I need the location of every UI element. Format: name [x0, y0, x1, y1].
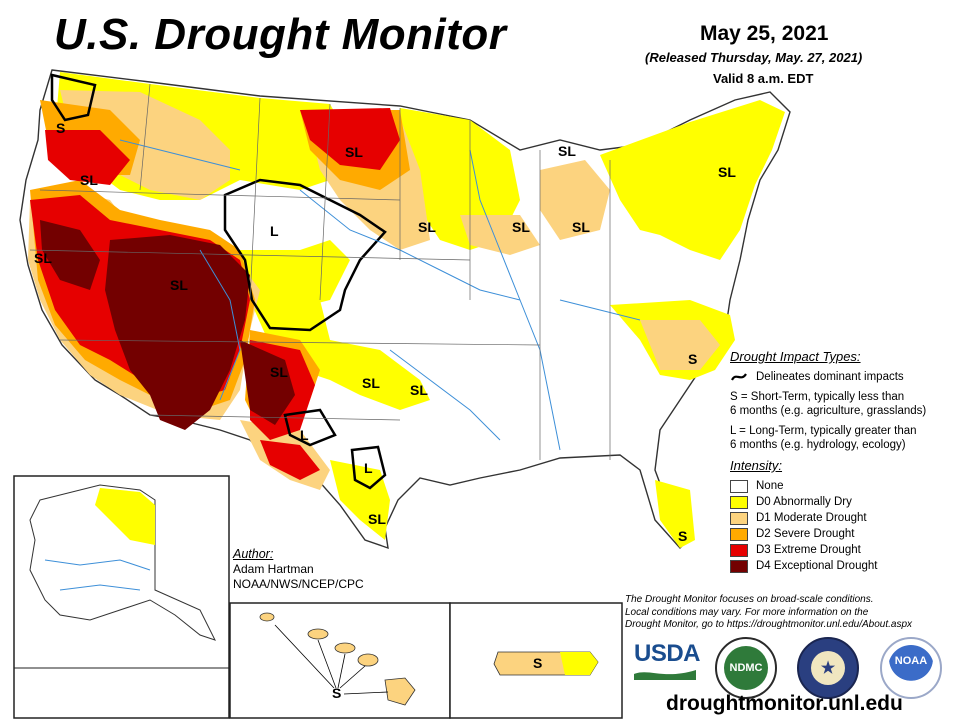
legend-long-term: L = Long-Term, typically greater than 6 …	[730, 425, 917, 451]
footer-url-link[interactable]: droughtmonitor.unl.edu	[666, 692, 903, 715]
eagle-seal-icon: ★	[811, 651, 845, 685]
intensity-row: None	[730, 479, 955, 493]
label-sl-ca: SL	[34, 250, 52, 266]
label-sl-nv: SL	[170, 277, 188, 293]
intensity-swatch	[730, 559, 748, 573]
alaska-d0	[95, 488, 155, 545]
author-org: NOAA/NWS/NCEP/CPC	[233, 577, 364, 591]
page-title: U.S. Drought Monitor	[54, 10, 507, 59]
label-l-tx-w: L	[300, 427, 309, 443]
author-block: Author: Adam Hartman NOAA/NWS/NCEP/CPC	[233, 547, 364, 592]
legend: Drought Impact Types: Delineates dominan…	[730, 349, 955, 575]
label-sl-or: SL	[80, 172, 98, 188]
label-s-wa: S	[56, 120, 65, 136]
impact-boundary-tx-w	[283, 408, 337, 447]
intensity-row: D1 Moderate Drought	[730, 511, 955, 525]
legend-short-term: S = Short-Term, typically less than 6 mo…	[730, 391, 927, 417]
intensity-label: D2 Severe Drought	[756, 528, 855, 540]
hawaii-islands	[259, 612, 416, 706]
label-s-hi: S	[332, 685, 341, 701]
author-name: Adam Hartman	[233, 562, 314, 576]
valid-time: Valid 8 a.m. EDT	[713, 71, 814, 86]
label-sl-ok: SL	[362, 375, 380, 391]
intensity-swatch	[730, 511, 748, 525]
rivers	[119, 139, 641, 451]
release-date: (Released Thursday, May. 27, 2021)	[645, 50, 863, 65]
label-sl-wi: SL	[512, 219, 530, 235]
label-l-wy: L	[270, 223, 279, 239]
intensity-label: D3 Extreme Drought	[756, 544, 861, 556]
label-s-pr: S	[533, 655, 542, 671]
hawaii-inset	[229, 602, 451, 719]
intensity-label: None	[756, 480, 784, 492]
intensity-label: D4 Exceptional Drought	[756, 560, 878, 572]
label-s-nc: S	[688, 351, 697, 367]
intensity-label: D0 Abnormally Dry	[756, 496, 852, 508]
intensity-swatch	[730, 495, 748, 509]
ndmc-logo[interactable]: NDMC	[715, 637, 777, 699]
usda-wave-icon	[634, 670, 696, 680]
label-sl-mn: SL	[418, 219, 436, 235]
impact-boundary-wa	[50, 73, 97, 122]
label-sl-up: SL	[558, 143, 576, 159]
label-sl-ok2: SL	[410, 382, 428, 398]
label-sl-nm: SL	[270, 364, 288, 380]
d4-regions	[40, 220, 295, 430]
boundary-curve-icon	[731, 373, 747, 381]
author-header: Author:	[233, 547, 274, 561]
disclaimer-note: The Drought Monitor focuses on broad-sca…	[625, 594, 913, 630]
intensity-row: D0 Abnormally Dry	[730, 495, 955, 509]
alaska-shape	[29, 484, 216, 641]
intensity-row: D4 Exceptional Drought	[730, 559, 955, 573]
label-sl-ne: SL	[718, 164, 736, 180]
intensity-header: Intensity:	[730, 458, 783, 473]
usda-logo[interactable]: USDA	[632, 640, 701, 684]
intensity-row: D3 Extreme Drought	[730, 543, 955, 557]
intensity-label: D1 Moderate Drought	[756, 512, 867, 524]
d0-regions	[56, 72, 785, 548]
intensity-list: None D0 Abnormally Dry D1 Moderate Drought…	[730, 479, 955, 573]
impact-boundary-tx	[350, 445, 387, 490]
state-lines	[29, 83, 611, 460]
label-sl-mi: SL	[572, 219, 590, 235]
impact-types-header: Drought Impact Types:	[730, 349, 861, 364]
label-sl-tx-s: SL	[368, 511, 386, 527]
intensity-swatch	[730, 543, 748, 557]
label-sl-nd: SL	[345, 144, 363, 160]
label-s-fl: S	[678, 528, 687, 544]
noaa-logo[interactable]: NOAA	[880, 637, 942, 699]
intensity-row: D2 Severe Drought	[730, 527, 955, 541]
legend-delineates: Delineates dominant impacts	[730, 370, 955, 384]
impact-boundary-wy	[223, 178, 387, 332]
label-l-tx-c: L	[364, 460, 373, 476]
intensity-swatch	[730, 527, 748, 541]
department-of-commerce-logo[interactable]: ★	[797, 637, 859, 699]
map-date: May 25, 2021	[700, 22, 829, 45]
intensity-swatch	[730, 479, 748, 493]
